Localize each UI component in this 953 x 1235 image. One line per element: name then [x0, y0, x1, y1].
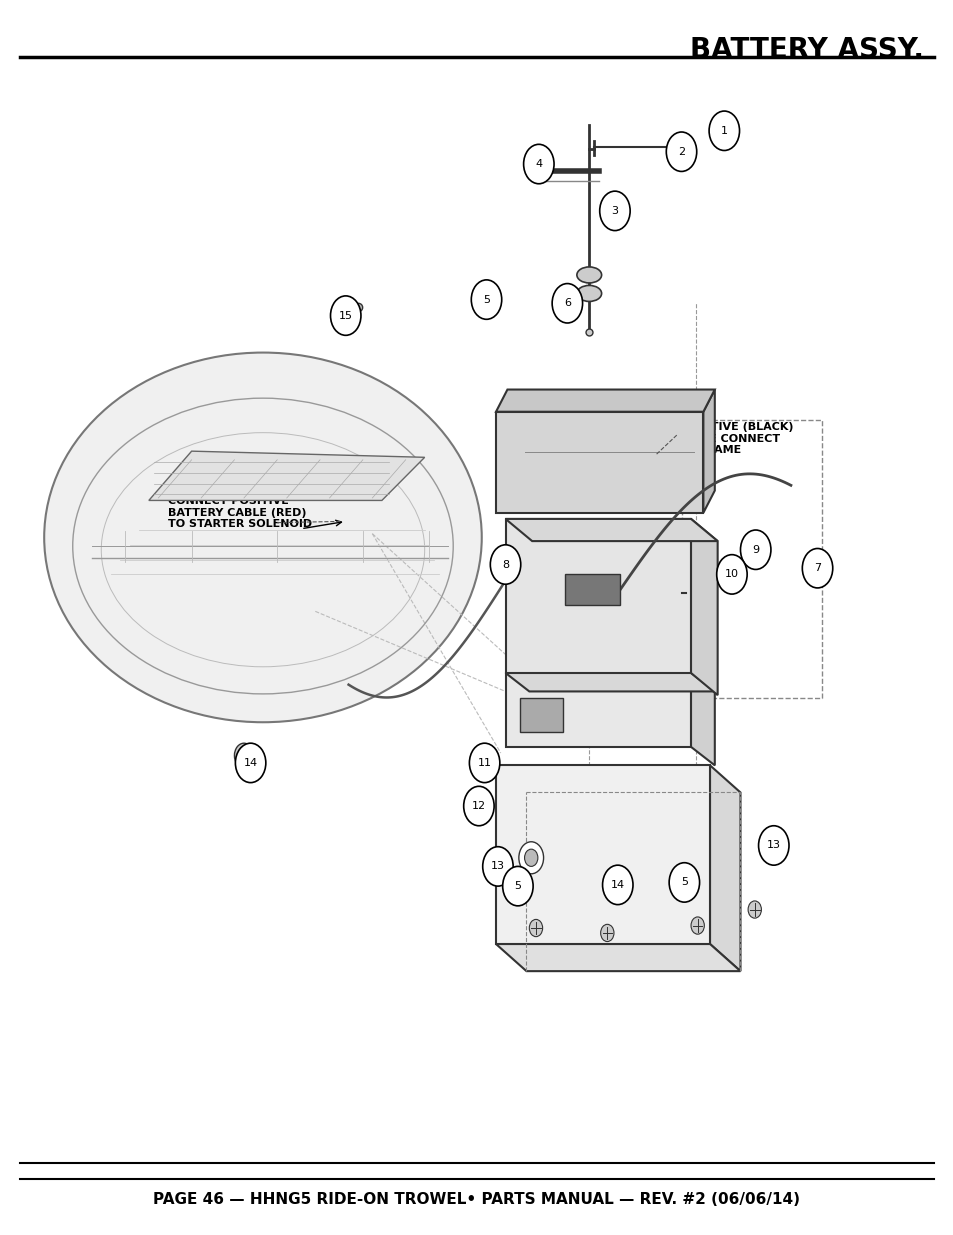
Circle shape — [469, 743, 499, 783]
Polygon shape — [496, 944, 740, 971]
Circle shape — [758, 826, 788, 866]
Text: 5: 5 — [680, 877, 687, 888]
Polygon shape — [505, 519, 690, 673]
Circle shape — [747, 900, 760, 918]
Polygon shape — [496, 411, 702, 513]
Text: 13: 13 — [766, 841, 780, 851]
Text: 2: 2 — [678, 147, 684, 157]
Circle shape — [524, 850, 537, 867]
Polygon shape — [709, 766, 740, 971]
Circle shape — [529, 919, 542, 936]
Circle shape — [518, 842, 543, 874]
Text: 13: 13 — [491, 861, 504, 872]
Text: 8: 8 — [501, 559, 509, 569]
Ellipse shape — [577, 285, 601, 301]
Text: CONNECT POSITIVE
BATTERY CABLE (RED)
TO STARTER SOLENOID: CONNECT POSITIVE BATTERY CABLE (RED) TO … — [168, 496, 312, 530]
Circle shape — [234, 743, 253, 768]
Polygon shape — [690, 673, 714, 766]
Text: PAGE 46 — HHNG5 RIDE-ON TROWEL• PARTS MANUAL — REV. #2 (06/06/14): PAGE 46 — HHNG5 RIDE-ON TROWEL• PARTS MA… — [153, 1192, 800, 1207]
Circle shape — [600, 924, 614, 941]
Text: 6: 6 — [563, 299, 570, 309]
Text: 1: 1 — [720, 126, 727, 136]
Circle shape — [801, 548, 832, 588]
Text: 9: 9 — [751, 545, 759, 555]
Polygon shape — [149, 451, 424, 500]
Text: 14: 14 — [243, 758, 257, 768]
Text: 7: 7 — [813, 563, 821, 573]
Circle shape — [602, 866, 633, 904]
Text: 3: 3 — [611, 206, 618, 216]
Circle shape — [502, 867, 533, 905]
Text: 12: 12 — [472, 802, 485, 811]
Text: NEGATIVE (BLACK)
CABLE CONNECT
TO FRAME: NEGATIVE (BLACK) CABLE CONNECT TO FRAME — [676, 422, 793, 456]
Text: 5: 5 — [482, 295, 490, 305]
FancyBboxPatch shape — [519, 698, 562, 732]
Circle shape — [690, 916, 703, 934]
Circle shape — [330, 296, 360, 336]
Polygon shape — [505, 673, 690, 747]
Circle shape — [665, 132, 696, 172]
Circle shape — [482, 847, 513, 887]
Text: 11: 11 — [477, 758, 491, 768]
Circle shape — [235, 743, 266, 783]
Text: 10: 10 — [724, 569, 739, 579]
Polygon shape — [505, 519, 717, 541]
Text: 14: 14 — [610, 879, 624, 890]
Polygon shape — [496, 389, 714, 411]
Circle shape — [668, 863, 699, 902]
Text: 5: 5 — [514, 881, 521, 892]
Text: BATTERY ASSY.: BATTERY ASSY. — [689, 36, 923, 64]
Circle shape — [490, 545, 520, 584]
Circle shape — [471, 280, 501, 320]
Polygon shape — [496, 766, 709, 944]
Polygon shape — [702, 389, 714, 513]
Polygon shape — [505, 673, 714, 692]
FancyBboxPatch shape — [564, 574, 619, 605]
Circle shape — [716, 555, 746, 594]
Circle shape — [708, 111, 739, 151]
Circle shape — [740, 530, 770, 569]
Text: 15: 15 — [338, 311, 353, 321]
Circle shape — [463, 787, 494, 826]
Ellipse shape — [577, 267, 601, 283]
Circle shape — [552, 284, 582, 324]
Circle shape — [523, 144, 554, 184]
Circle shape — [599, 191, 630, 231]
Polygon shape — [690, 519, 717, 695]
Ellipse shape — [44, 352, 481, 722]
Text: 4: 4 — [535, 159, 542, 169]
